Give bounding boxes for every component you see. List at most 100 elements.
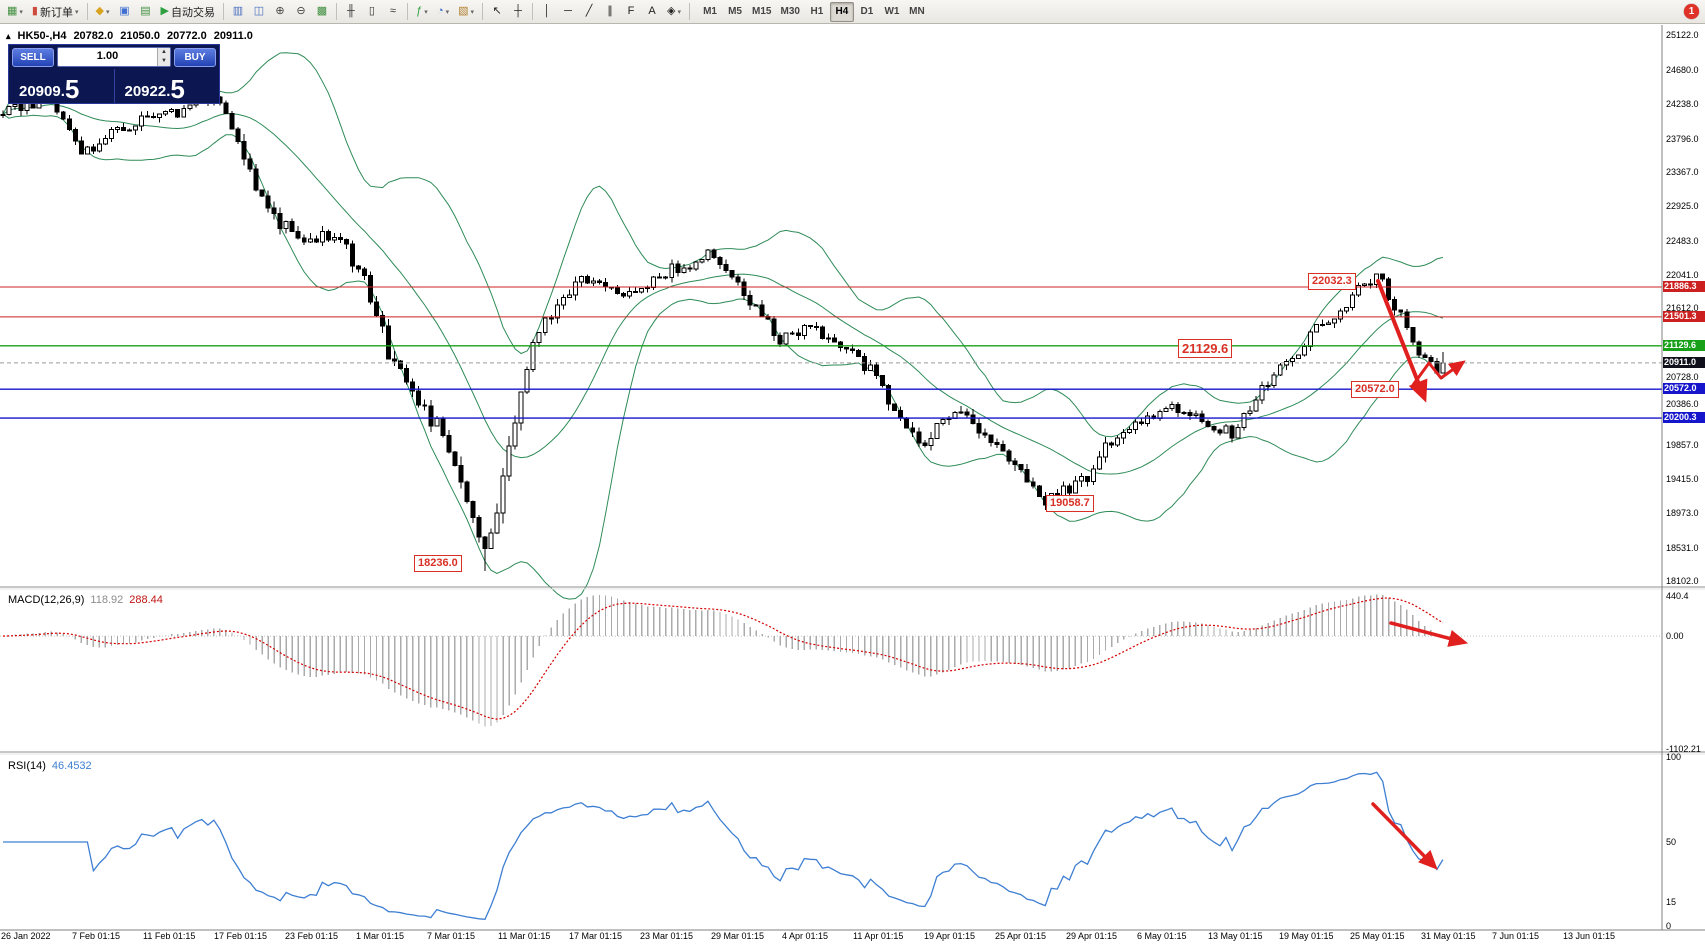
dropdown-caret-icon: ▾ xyxy=(445,8,450,16)
vertical-line-icon: │ xyxy=(543,5,551,17)
auto-trading-icon: ▶ xyxy=(160,5,169,17)
time-axis-label: 19 Apr 01:15 xyxy=(924,931,976,941)
new-order-button[interactable]: ▮ 新订单 ▾ xyxy=(28,2,83,22)
sell-price-pips: 5 xyxy=(64,73,80,104)
macd-axis-tick: 0.00 xyxy=(1666,631,1684,642)
notification-badge[interactable]: 1 xyxy=(1684,4,1699,19)
zoom-in-icon: ⊕ xyxy=(275,5,285,17)
time-axis-label: 6 May 01:15 xyxy=(1137,931,1187,941)
price-axis-tick: 19857.0 xyxy=(1666,439,1699,450)
time-axis-label: 11 Feb 01:15 xyxy=(143,931,196,941)
tile-windows-button[interactable]: ▥ xyxy=(228,2,248,22)
periods-icon: ◔ xyxy=(436,5,444,17)
buy-price-pips: 5 xyxy=(170,73,185,104)
toolbar-separator xyxy=(532,3,534,20)
vertical-line-button[interactable]: │ xyxy=(537,2,557,22)
time-axis-label: 17 Feb 01:15 xyxy=(214,931,268,941)
timeframe-m15-button[interactable]: M15 xyxy=(748,2,775,22)
chart-profiles-button[interactable]: ◆ ▾ xyxy=(92,2,114,22)
price-axis-tick: 22925.0 xyxy=(1666,201,1699,212)
text-button[interactable]: A xyxy=(642,2,662,22)
line-chart-button[interactable]: ≈ xyxy=(383,2,403,22)
time-axis-label: 7 Jun 01:15 xyxy=(1492,931,1540,941)
volume-up-arrow-icon[interactable]: ▲ xyxy=(158,48,170,57)
auto-trading-button-label: 自动交易 xyxy=(170,6,215,19)
cascade-windows-icon: ◫ xyxy=(253,5,265,17)
timeframe-group: M1 M5 M15 M30 H1 H4 D1 W1 MN xyxy=(698,1,929,22)
price-annotation-label: 22032.3 xyxy=(1308,273,1356,290)
navigator-button[interactable]: ▤ xyxy=(135,2,155,22)
time-axis-label: 19 May 01:15 xyxy=(1279,931,1334,941)
macd-indicator-header: MACD(12,26,9) 118.92 288.44 xyxy=(8,594,163,606)
auto-scroll-button[interactable]: ▩ xyxy=(312,2,332,22)
rsi-axis-tick: 0 xyxy=(1666,921,1672,931)
timeframe-d1-button[interactable]: D1 xyxy=(855,2,879,22)
market-watch-button[interactable]: ▣ xyxy=(114,2,134,22)
new-order-button-label: 新订单 xyxy=(39,6,73,19)
price-axis-tick: 24238.0 xyxy=(1666,99,1699,110)
macd-axis-tick: -1102.21 xyxy=(1666,744,1701,754)
timeframe-h4-button[interactable]: H4 xyxy=(829,1,854,22)
timeframe-m30-button[interactable]: M30 xyxy=(776,2,803,22)
bar-chart-button[interactable]: ╫ xyxy=(341,2,361,22)
arrows-button[interactable]: ◈ ▾ xyxy=(663,2,685,22)
timeframe-m5-button[interactable]: M5 xyxy=(723,2,747,22)
price-axis-tick: 20386.0 xyxy=(1666,398,1699,409)
price-axis-tick: 24680.0 xyxy=(1666,64,1699,75)
navigator-icon: ▤ xyxy=(140,5,151,17)
time-axis-label: 11 Apr 01:15 xyxy=(853,931,904,941)
rsi-axis-tick: 100 xyxy=(1666,752,1682,762)
toolbar-separator xyxy=(482,3,484,20)
time-axis-label: 13 May 01:15 xyxy=(1208,931,1263,941)
channel-button[interactable]: ∥ xyxy=(600,2,620,22)
cursor-icon: ↖ xyxy=(492,5,502,17)
price-axis-tick: 18102.0 xyxy=(1666,576,1699,587)
price-axis-badge: 20911.0 xyxy=(1663,356,1705,368)
chart-canvas[interactable] xyxy=(0,25,1705,944)
cursor-button[interactable]: ↖ xyxy=(487,2,507,22)
volume-stepper[interactable]: 1.00 ▲ ▼ xyxy=(57,47,171,67)
auto-trading-button[interactable]: ▶ 自动交易 xyxy=(156,2,218,22)
dropdown-caret-icon: ▾ xyxy=(470,8,475,16)
one-click-collapse-icon[interactable]: ▴ xyxy=(6,30,11,41)
low-value: 20772.0 xyxy=(166,30,207,42)
time-axis-label: 13 Jun 01:15 xyxy=(1563,931,1616,941)
trendline-button[interactable]: ╱ xyxy=(579,2,599,22)
timeframe-m1-button[interactable]: M1 xyxy=(698,2,722,22)
buy-price[interactable]: 20922. 5 xyxy=(113,69,220,104)
zoom-in-button[interactable]: ⊕ xyxy=(270,2,290,22)
zoom-out-button[interactable]: ⊖ xyxy=(291,2,311,22)
price-annotation-label: 19058.7 xyxy=(1046,495,1094,512)
periods-button[interactable]: ◔ ▾ xyxy=(433,2,453,22)
timeframe-h1-button[interactable]: H1 xyxy=(805,2,829,22)
candlestick-chart-button[interactable]: ▯ xyxy=(362,2,382,22)
crosshair-icon: ┼ xyxy=(514,5,522,17)
chart-workspace: ▴ HK50-,H4 20782.0 21050.0 20772.0 20911… xyxy=(0,25,1705,944)
crosshair-button[interactable]: ┼ xyxy=(508,2,528,22)
sell-button[interactable]: SELL xyxy=(12,47,54,67)
cascade-windows-button[interactable]: ◫ xyxy=(249,2,269,22)
timeframe-mn-button[interactable]: MN xyxy=(905,2,929,22)
chart-ohlc-header: ▴ HK50-,H4 20782.0 21050.0 20772.0 20911… xyxy=(6,30,253,42)
dropdown-caret-icon: ▾ xyxy=(105,8,110,16)
indicators-icon: ƒ xyxy=(416,5,423,17)
price-axis-tick: 25122.0 xyxy=(1666,30,1699,41)
time-axis-label: 25 Apr 01:15 xyxy=(995,931,1047,941)
volume-value[interactable]: 1.00 xyxy=(96,50,119,62)
buy-button[interactable]: BUY xyxy=(174,47,216,67)
new-chart-button[interactable]: ▦ ▾ xyxy=(3,2,27,22)
candlestick-chart-icon: ▯ xyxy=(368,5,375,17)
timeframe-w1-button[interactable]: W1 xyxy=(880,2,904,22)
fibonacci-button[interactable]: F xyxy=(621,2,641,22)
sell-price[interactable]: 20909. 5 xyxy=(9,69,114,103)
auto-scroll-icon: ▩ xyxy=(316,5,328,17)
symbol-period-label: HK50-,H4 xyxy=(17,30,67,42)
volume-down-arrow-icon[interactable]: ▼ xyxy=(158,57,170,66)
price-axis-tick: 19415.0 xyxy=(1666,474,1699,485)
time-axis-label: 29 Mar 01:15 xyxy=(711,931,765,941)
templates-button[interactable]: ▧ ▾ xyxy=(454,2,478,22)
horizontal-line-button[interactable]: ─ xyxy=(558,2,578,22)
indicators-button[interactable]: ƒ ▾ xyxy=(412,2,432,22)
price-axis-tick: 22483.0 xyxy=(1666,235,1699,246)
time-axis-label: 17 Mar 01:15 xyxy=(569,931,623,941)
